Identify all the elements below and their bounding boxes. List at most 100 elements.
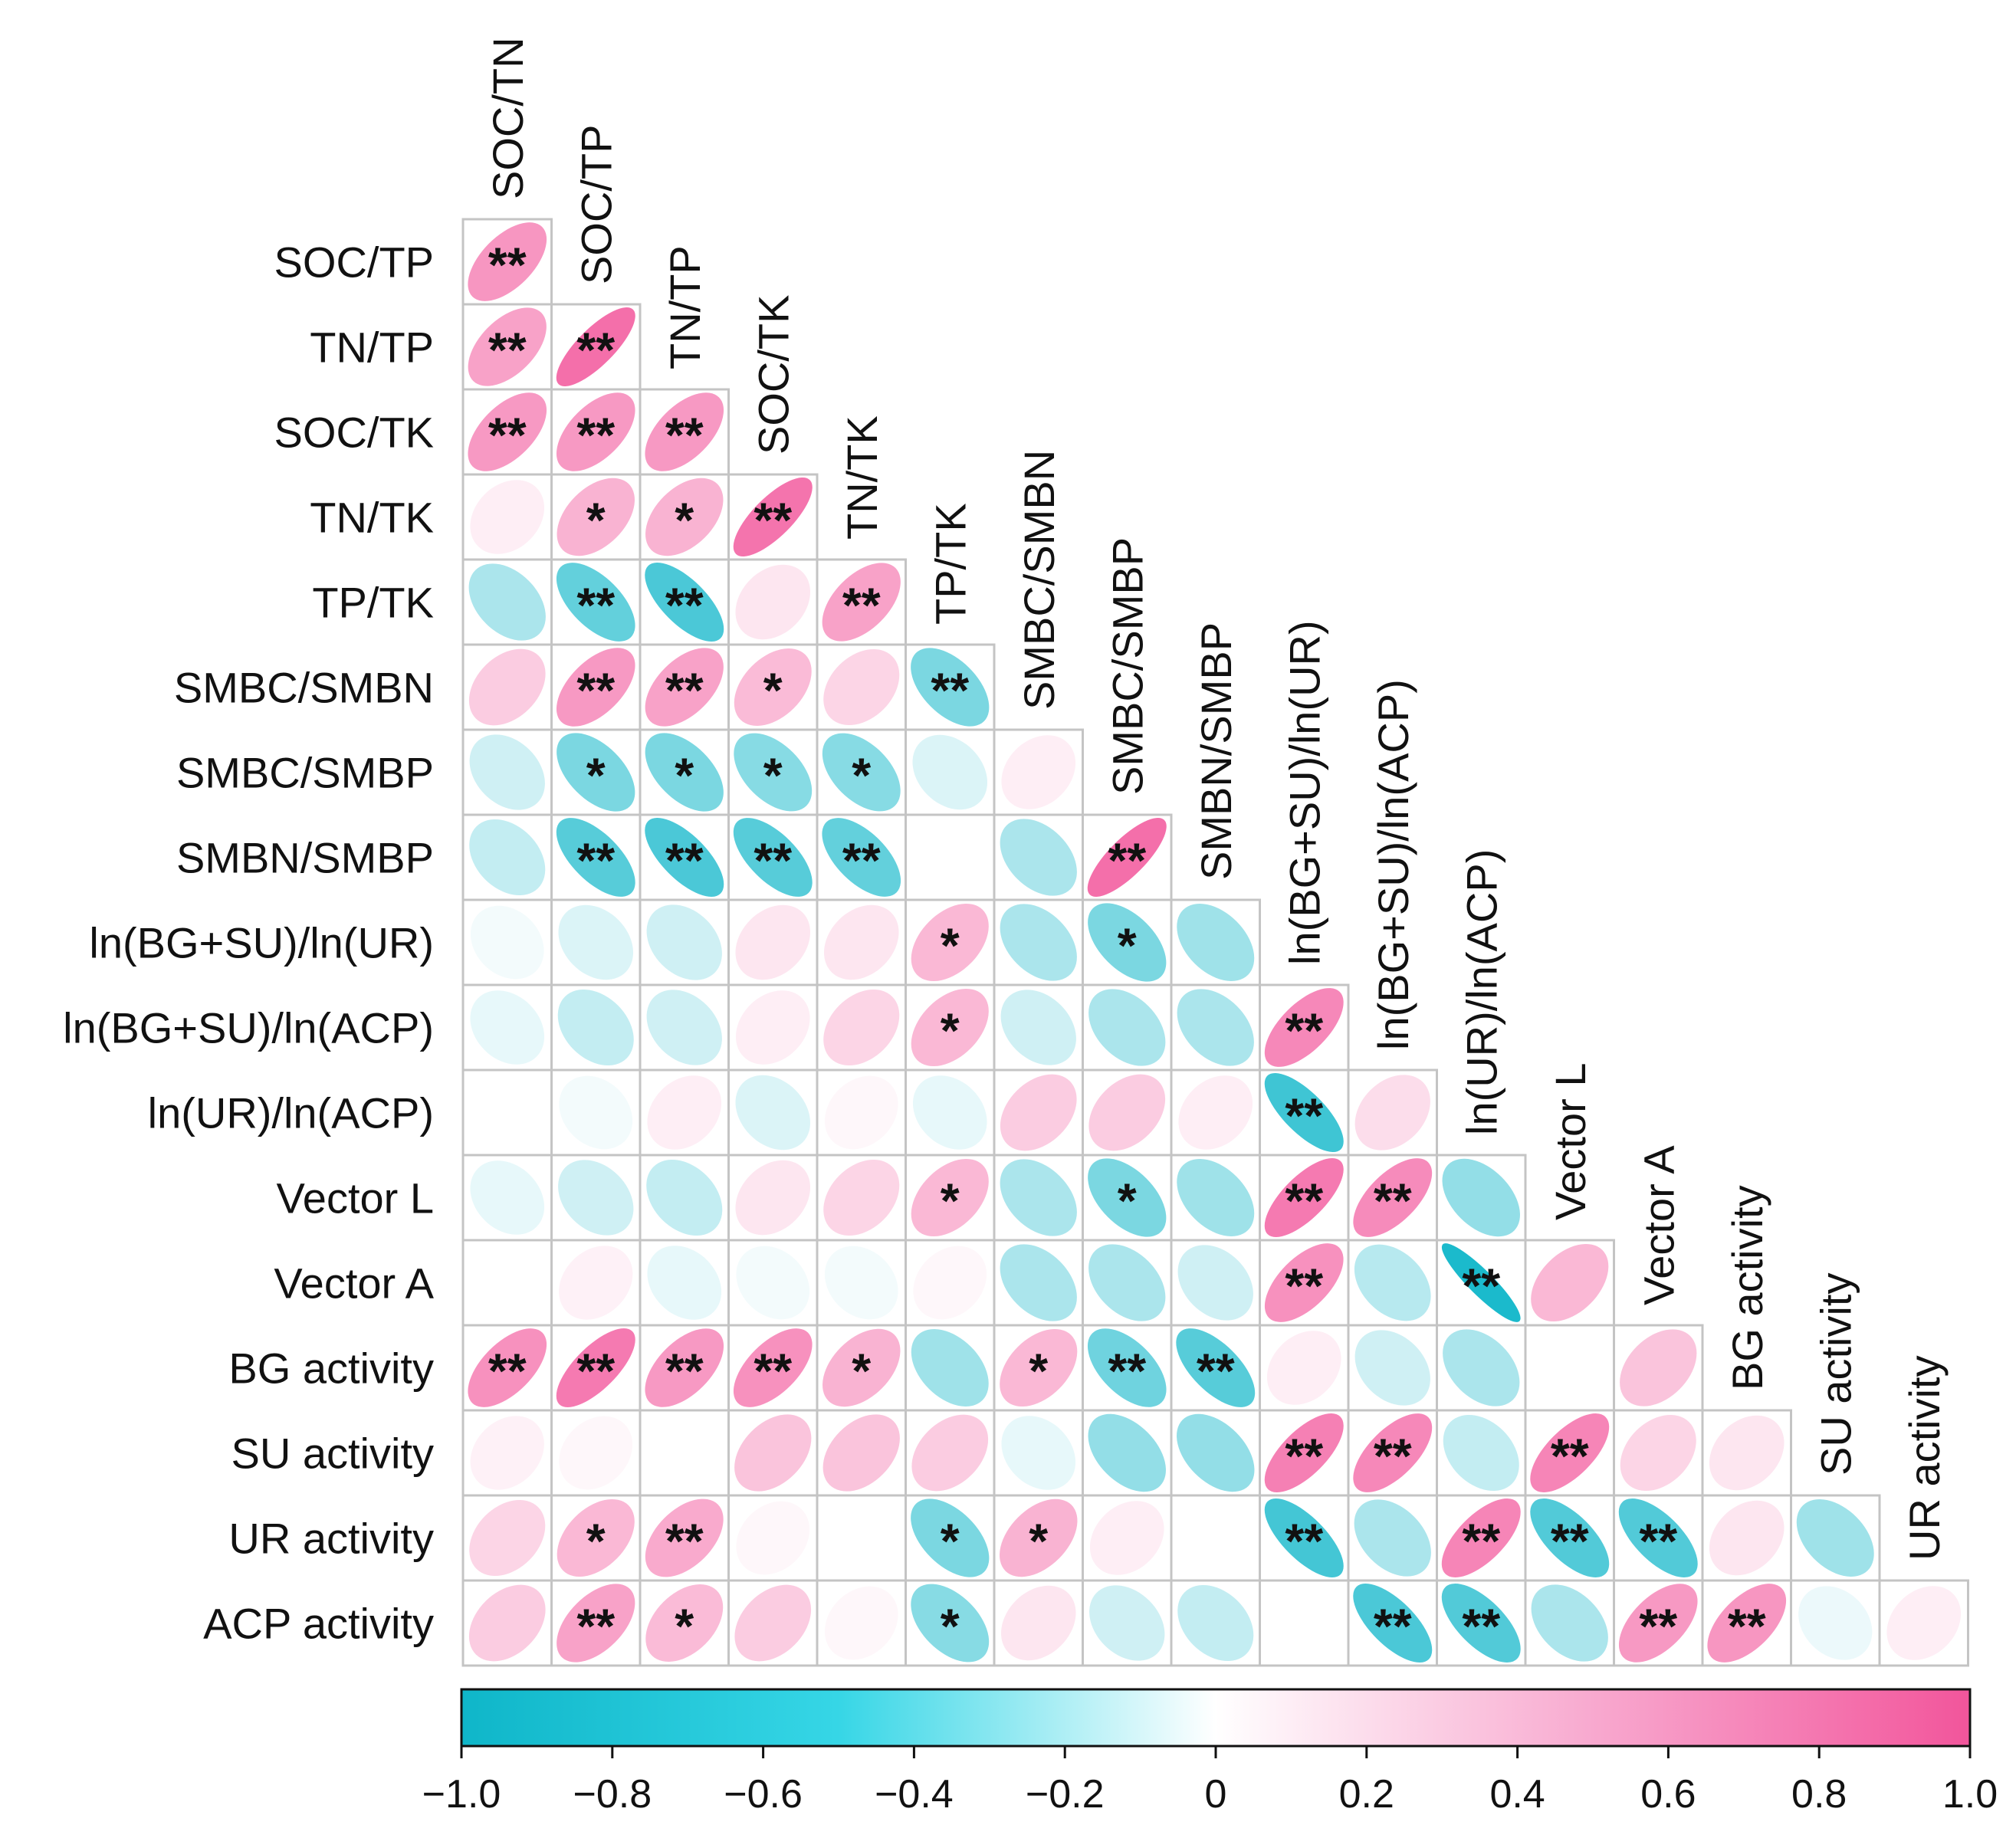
correlation-ellipse <box>911 903 989 982</box>
significance-mark: * <box>675 1599 694 1654</box>
correlation-ellipse <box>822 1328 901 1407</box>
colorbar-tick-label: −0.4 <box>875 1772 954 1817</box>
correlation-ellipse <box>557 478 635 556</box>
significance-mark: ** <box>1462 1259 1500 1314</box>
correlation-ellipse <box>1353 1158 1433 1237</box>
row-label-tn-tk: TN/TK <box>310 494 434 542</box>
correlation-ellipse <box>735 1075 811 1150</box>
cell-acp-activity-tn-tp: * <box>639 1579 730 1667</box>
cell-su-activity-tn-tk <box>816 1409 907 1497</box>
cell-bg-activity-soc-tn: ** <box>461 1324 553 1412</box>
row-label-soc-tp: SOC/TP <box>274 238 434 287</box>
colorbar-gradient <box>460 1688 1972 1748</box>
significance-mark: * <box>941 918 960 973</box>
correlation-ellipse <box>559 1075 633 1150</box>
correlation-ellipse <box>736 1501 810 1575</box>
significance-mark: ** <box>1285 1514 1323 1569</box>
correlation-ellipse <box>1000 1074 1077 1151</box>
correlation-ellipse <box>1000 1328 1078 1407</box>
column-label-ln-ur-ln-acp: ln(UR)/ln(ACP) <box>1457 849 1505 1135</box>
significance-mark: ** <box>1551 1429 1589 1484</box>
cell-smbn-smbp-smbc-smbp: ** <box>1082 813 1173 901</box>
correlation-ellipse <box>1179 1502 1253 1574</box>
colorbar-tick-label: −0.2 <box>1026 1772 1105 1817</box>
cell-ln-bg-su-ln-acp-smbc-smbp <box>1082 983 1173 1072</box>
correlation-ellipse <box>1087 1328 1167 1407</box>
correlation-ellipse <box>1000 819 1077 896</box>
cell-soc-tk-tn-tp: ** <box>639 388 730 476</box>
row-label-ur-activity: UR activity <box>228 1515 434 1563</box>
correlation-ellipse <box>1264 1157 1344 1238</box>
correlation-ellipse <box>824 1246 898 1320</box>
correlation-ellipse <box>734 648 812 726</box>
correlation-ellipse <box>1618 1498 1698 1577</box>
row-label-tn-tp: TN/TP <box>310 323 434 372</box>
cell-vector-l-smbn-smbp <box>1170 1154 1261 1242</box>
correlation-ellipse <box>1709 1415 1785 1491</box>
cell-acp-activity-vector-l <box>1524 1579 1615 1667</box>
significance-mark: ** <box>665 1344 704 1399</box>
correlation-ellipse <box>1264 1243 1344 1322</box>
correlation-ellipse <box>911 648 990 727</box>
row-label-ln-bg-su-ln-acp: ln(BG+SU)/ln(ACP) <box>63 1004 434 1052</box>
cell-ur-activity-ln-ur-ln-acp: ** <box>1436 1494 1527 1582</box>
significance-mark: ** <box>1374 1173 1412 1229</box>
significance-mark: ** <box>576 1344 615 1399</box>
cell-bg-activity-tn-tk: * <box>816 1324 907 1412</box>
cell-ur-activity-soc-tn <box>461 1494 553 1582</box>
cell-tp-tk-tn-tk: ** <box>816 558 907 646</box>
row-label-soc-tk: SOC/TK <box>274 409 434 457</box>
correlation-ellipse <box>823 989 900 1066</box>
cell-smbn-smbp-tn-tk: ** <box>816 813 907 901</box>
correlation-ellipse <box>1000 1244 1077 1321</box>
correlation-ellipse <box>556 392 635 471</box>
cell-tn-tp-soc-tp: ** <box>550 303 642 391</box>
correlation-ellipse <box>1707 1584 1787 1663</box>
correlation-ellipse <box>647 1246 722 1320</box>
correlation-ellipse <box>1533 1331 1607 1404</box>
cell-vector-a-smbc-smbn <box>993 1239 1084 1327</box>
cell-vector-l-ln-bg-su-ln-acp: ** <box>1347 1154 1438 1242</box>
column-label-tn-tp: TN/TP <box>661 245 709 369</box>
correlation-ellipse <box>470 905 544 980</box>
cell-smbc-smbp-soc-tk: * <box>727 728 819 816</box>
correlation-ellipse <box>1441 1243 1521 1322</box>
correlation-ellipse <box>1886 1586 1962 1660</box>
cell-vector-l-tn-tp <box>639 1154 730 1242</box>
correlation-ellipse <box>911 1584 990 1663</box>
cell-vector-a-tn-tp <box>639 1239 730 1327</box>
correlation-ellipse <box>558 1160 634 1236</box>
correlation-ellipse <box>1088 903 1167 982</box>
significance-mark: ** <box>1551 1514 1589 1569</box>
cell-smbn-smbp-tn-tp: ** <box>639 813 730 901</box>
cell-su-activity-soc-tn <box>461 1409 553 1497</box>
correlation-ellipse <box>1000 990 1076 1065</box>
cell-bg-activity-ln-bg-su-ln-ur <box>1259 1324 1350 1412</box>
column-label-soc-tp: SOC/TP <box>572 125 620 284</box>
correlation-ellipse <box>1177 1413 1255 1492</box>
cell-acp-activity-soc-tk <box>727 1579 819 1667</box>
significance-mark: * <box>675 493 694 548</box>
cell-ln-ur-ln-acp-tn-tp <box>639 1068 730 1157</box>
correlation-ellipse <box>1354 1330 1430 1406</box>
cell-smbc-smbn-tp-tk: ** <box>905 643 996 731</box>
correlation-ellipse <box>1264 1413 1344 1492</box>
cell-ln-bg-su-ln-ur-soc-tn <box>461 898 553 986</box>
row-label-bg-activity: BG activity <box>228 1344 434 1393</box>
cell-smbn-smbp-smbc-smbn <box>993 813 1084 901</box>
cell-tn-tp-soc-tn: ** <box>461 303 553 391</box>
cell-smbc-smbp-tn-tk: * <box>816 728 907 816</box>
cell-ur-activity-vector-l: ** <box>1524 1494 1615 1582</box>
cell-ur-activity-bg-activity <box>1701 1494 1792 1582</box>
row-label-acp-activity: ACP activity <box>203 1600 434 1648</box>
correlation-ellipse <box>1088 1413 1166 1492</box>
cell-vector-a-ln-bg-su-ln-acp <box>1347 1239 1438 1327</box>
significance-mark: ** <box>488 1344 527 1399</box>
significance-mark: ** <box>1374 1599 1412 1654</box>
cell-bg-activity-ln-bg-su-ln-acp <box>1347 1324 1438 1412</box>
cell-vector-a-ln-bg-su-ln-ur: ** <box>1259 1239 1350 1327</box>
cell-ln-bg-su-ln-acp-soc-tn <box>461 983 553 1072</box>
column-label-vector-a: Vector A <box>1634 1145 1683 1305</box>
cell-vector-a-smbn-smbp <box>1170 1239 1261 1327</box>
